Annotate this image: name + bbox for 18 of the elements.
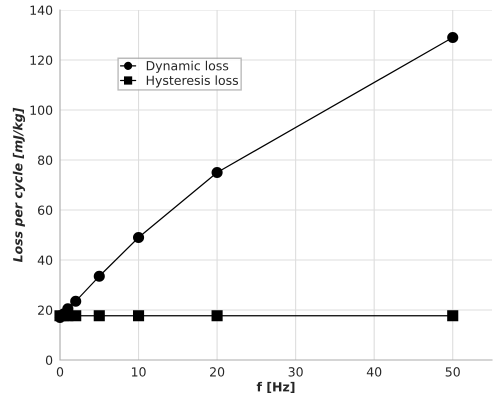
x-tick-label: 0	[56, 367, 64, 377]
y-axis-title: Loss per cycle [mJ/kg]	[12, 108, 26, 262]
y-tick-label: 100	[30, 105, 52, 115]
y-tick-label: 140	[30, 5, 52, 15]
x-tick-label: 30	[288, 367, 303, 377]
x-axis-title: f [Hz]	[256, 382, 294, 393]
y-tick-label: 0	[46, 355, 52, 365]
x-tick-label: 50	[446, 367, 460, 377]
y-tick-label: 20	[38, 305, 52, 315]
y-tick-label: 120	[30, 55, 52, 65]
legend-label: Hysteresis loss	[146, 75, 238, 88]
y-tick-label: 80	[38, 155, 52, 165]
x-tick-label: 10	[132, 367, 146, 377]
y-tick-label: 60	[38, 205, 52, 215]
y-tick-label: 40	[38, 255, 52, 265]
x-tick-label: 40	[366, 367, 382, 377]
x-tick-label: 20	[210, 367, 224, 377]
legend-label: Dynamic loss	[146, 60, 228, 73]
